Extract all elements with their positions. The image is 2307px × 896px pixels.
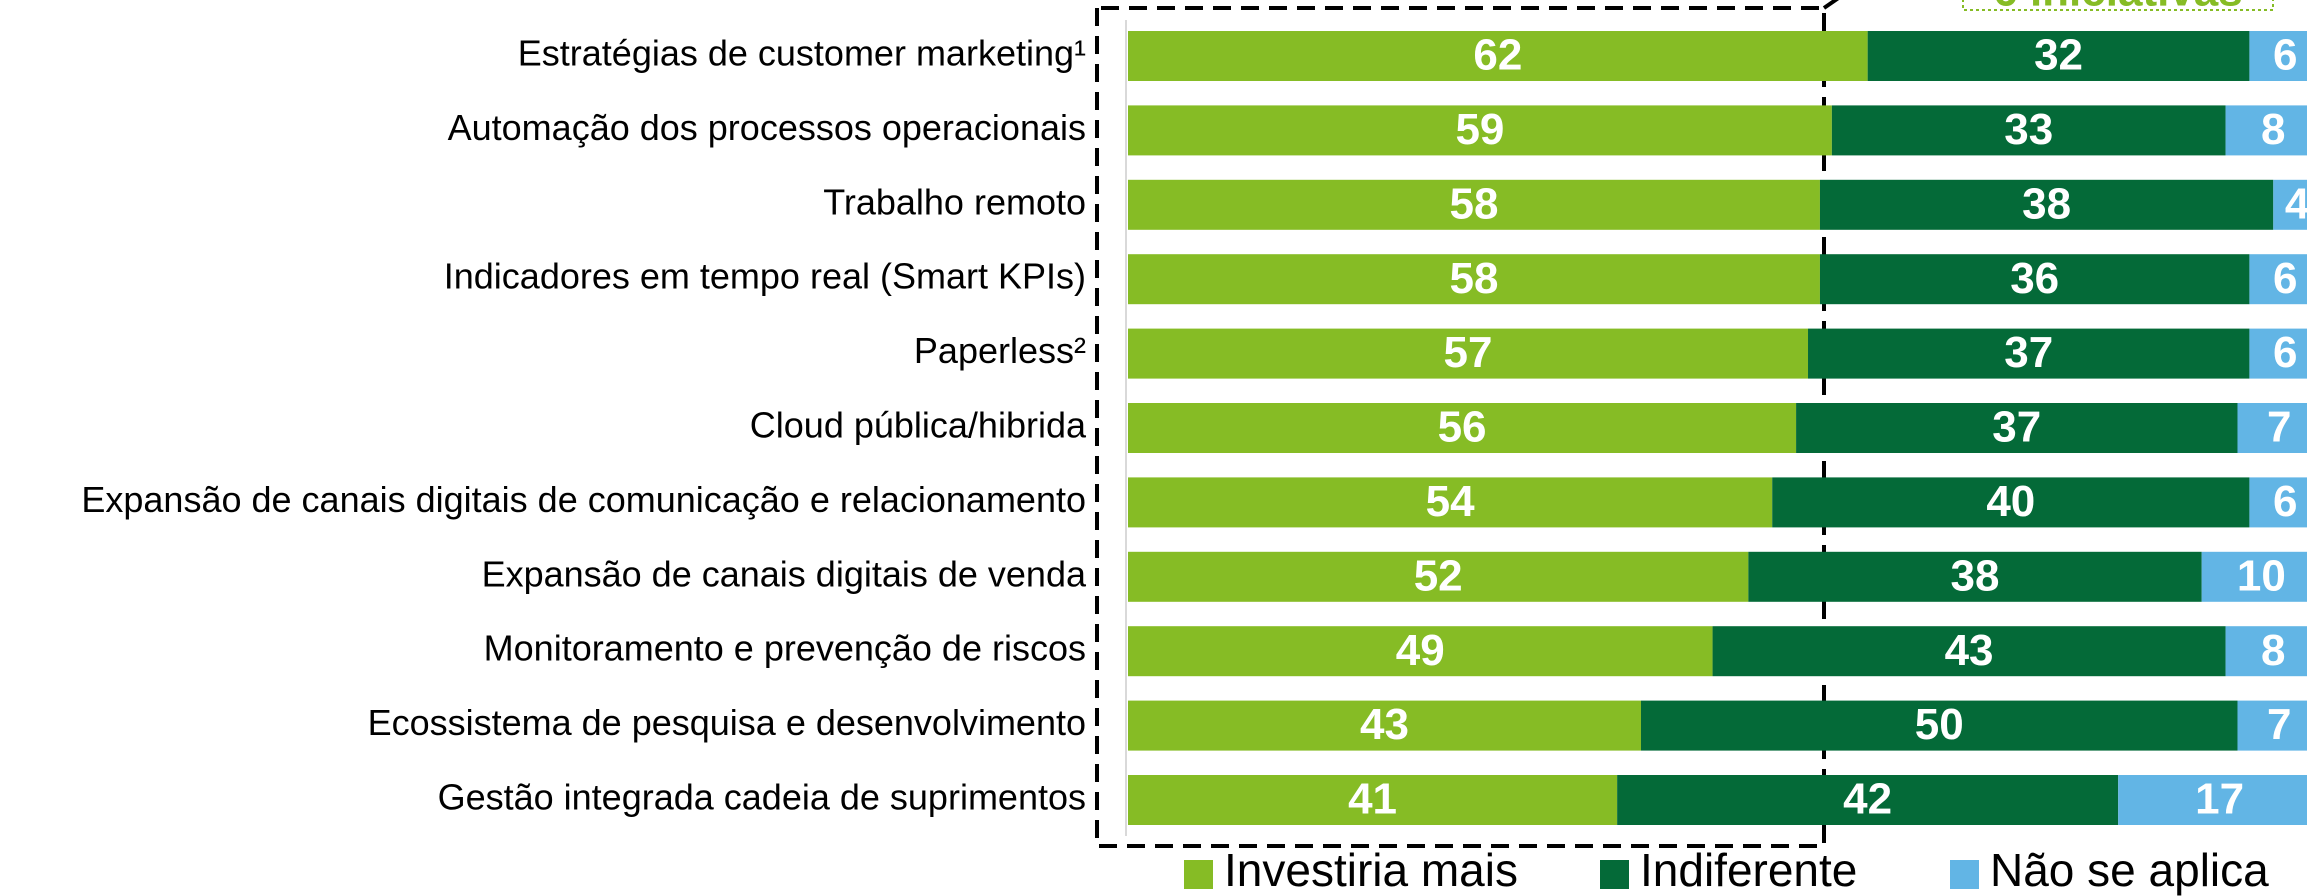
value-label: 58 — [1449, 179, 1498, 228]
bar-segment — [1128, 477, 1773, 528]
value-label: 57 — [1444, 328, 1493, 377]
legend-label: Indiferente — [1640, 844, 1857, 896]
value-label: 49 — [1396, 626, 1445, 675]
value-label: 6 — [2273, 254, 2297, 303]
legend-label: Não se aplica — [1990, 844, 2269, 896]
bar-segment — [1128, 105, 1832, 156]
bar-segment — [2249, 31, 2307, 81]
value-label: 37 — [1992, 403, 2041, 452]
category-label: Trabalho remoto — [823, 181, 1086, 222]
annotation: 6 iniciativas — [1993, 0, 2242, 16]
value-label: 6 — [2273, 477, 2297, 526]
value-label: 4 — [2285, 179, 2307, 228]
value-label: 10 — [2237, 551, 2286, 600]
category-label: Expansão de canais digitais de venda — [482, 553, 1087, 594]
category-label: Gestão integrada cadeia de suprimentos — [438, 777, 1086, 818]
bar-segment — [1819, 179, 2274, 230]
value-label: 37 — [2004, 328, 2053, 377]
value-label: 8 — [2261, 105, 2285, 154]
value-label: 52 — [1414, 551, 1463, 600]
bar-segment — [1867, 31, 2250, 81]
value-label: 50 — [1915, 700, 1964, 749]
bar-segment — [1128, 551, 1749, 602]
value-label: 6 — [2273, 31, 2297, 80]
bar-segment — [2225, 105, 2307, 156]
value-label: 33 — [2004, 105, 2053, 154]
value-label: 8 — [2261, 626, 2285, 675]
value-label: 42 — [1843, 775, 1892, 824]
bar-segment — [1831, 105, 2226, 156]
value-label: 17 — [2195, 775, 2244, 824]
category-label: Automação dos processos operacionais — [448, 107, 1086, 148]
legend-label: Investiria mais — [1224, 844, 1518, 896]
bar-segment — [1808, 328, 2250, 379]
bar-segment — [1640, 700, 2238, 751]
value-label: 43 — [1945, 626, 1994, 675]
bar-segment — [1128, 700, 1641, 751]
bar-segment — [1819, 254, 2250, 305]
category-label: Monitoramento e prevenção de riscos — [484, 628, 1086, 669]
bar-segment — [2237, 700, 2307, 751]
value-label: 43 — [1360, 700, 1409, 749]
value-label: 62 — [1473, 31, 1522, 80]
value-label: 38 — [1951, 551, 2000, 600]
highlight-box — [1095, 0, 1840, 848]
bar-segment — [2201, 551, 2307, 602]
category-label: Indicadores em tempo real (Smart KPIs) — [444, 256, 1086, 297]
bar-segment — [2225, 626, 2307, 677]
bar-segment — [1712, 626, 2226, 677]
category-label: Cloud pública/hibrida — [750, 405, 1087, 446]
bar-segment — [1748, 551, 2202, 602]
bar-segment — [1128, 31, 1868, 81]
value-label: 54 — [1426, 477, 1475, 526]
bar-segment — [1128, 626, 1713, 677]
value-label: 32 — [2034, 31, 2083, 80]
value-label: 7 — [2267, 700, 2291, 749]
value-label: 41 — [1348, 775, 1397, 824]
bar-segment — [2249, 328, 2307, 379]
value-label: 36 — [2010, 254, 2059, 303]
bar-segment — [1128, 328, 1809, 379]
value-label: 58 — [1449, 254, 1498, 303]
bar-segment — [1772, 477, 2250, 528]
value-label: 38 — [2022, 179, 2071, 228]
legend-swatch — [1600, 860, 1629, 889]
category-label: Expansão de canais digitais de comunicaç… — [81, 479, 1086, 520]
bar-segment — [1128, 179, 1820, 230]
bar-segment — [2237, 403, 2307, 453]
category-label: Estratégias de customer marketing¹ — [518, 33, 1086, 74]
bar-segment — [1796, 403, 2238, 453]
value-label: 40 — [1986, 477, 2035, 526]
legend-swatch — [1950, 860, 1979, 889]
legend-swatch — [1184, 860, 1213, 889]
bar-segment — [1617, 775, 2119, 825]
value-label: 7 — [2267, 403, 2291, 452]
value-label: 56 — [1438, 403, 1487, 452]
category-label: Ecossistema de pesquisa e desenvolviment… — [368, 702, 1086, 743]
bar-segment — [2249, 477, 2307, 528]
bar-segment — [2249, 254, 2307, 305]
category-label: Paperless² — [914, 330, 1086, 371]
bar-segment — [1128, 254, 1820, 305]
bar-segment — [2273, 179, 2307, 230]
bar-segment — [1128, 775, 1618, 825]
bar-segment — [2118, 775, 2307, 825]
bar-segment — [1128, 403, 1797, 453]
value-label: 59 — [1455, 105, 1504, 154]
value-label: 6 — [2273, 328, 2297, 377]
